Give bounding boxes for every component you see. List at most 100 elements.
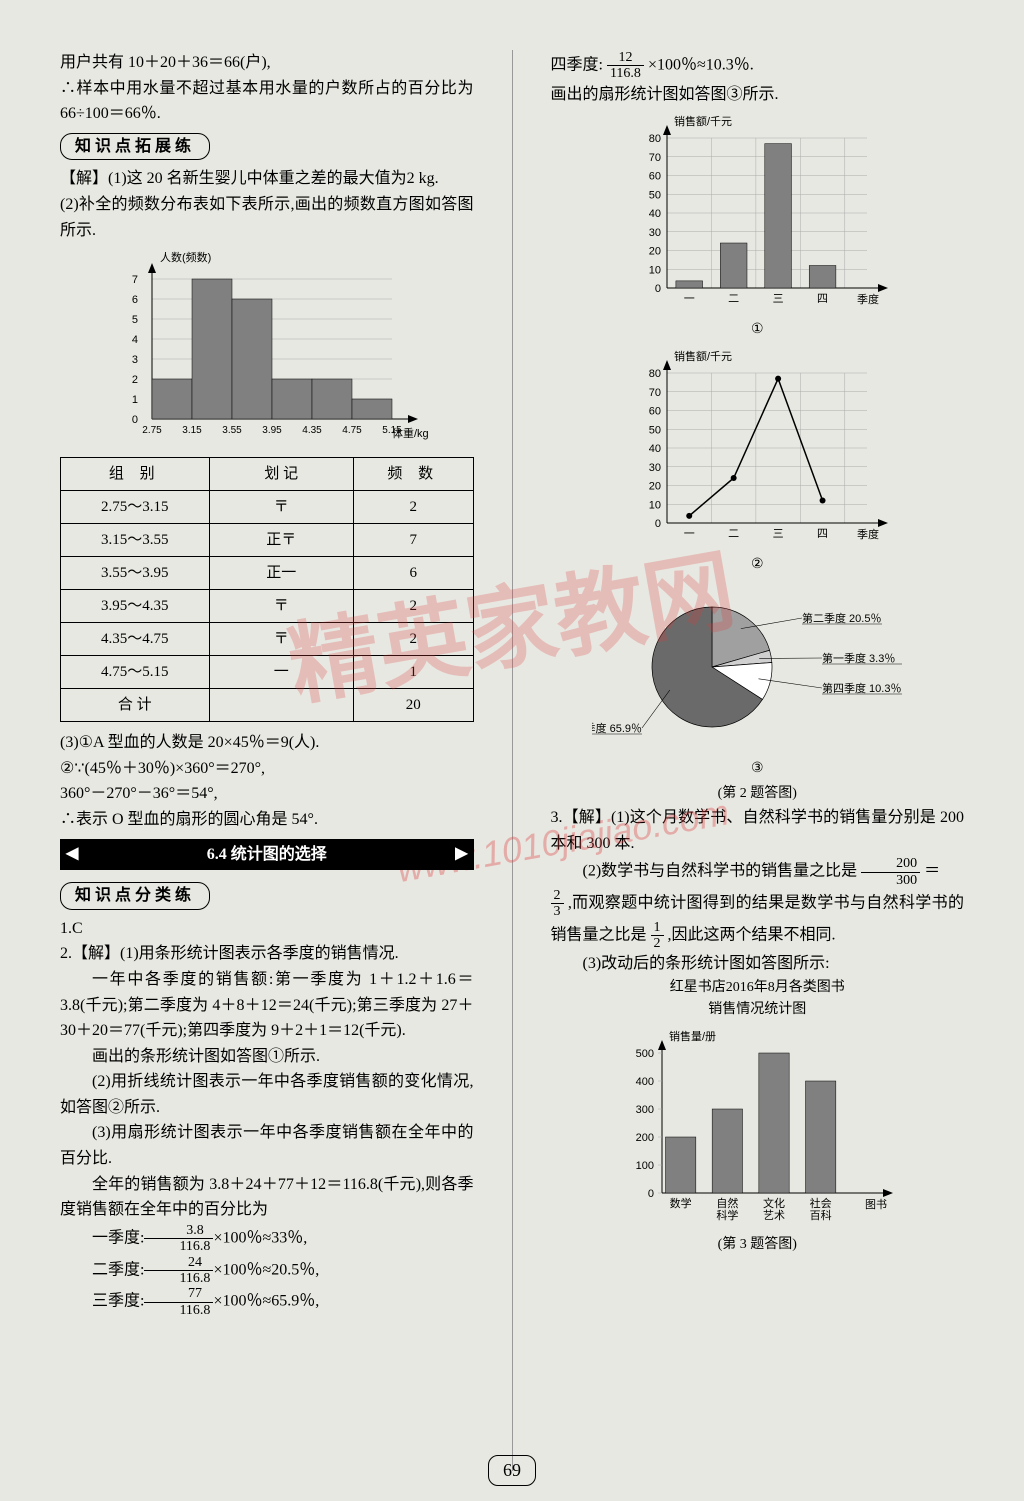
text-line: ∴样本中用水量不超过基本用水量的户数所占的百分比为 66÷100＝66％. <box>60 76 474 127</box>
svg-text:一: 一 <box>684 293 695 305</box>
quarterly-line-chart: 销售额/千元 01020304050607080 一二三四 季度 <box>612 348 902 548</box>
svg-text:1: 1 <box>132 394 138 406</box>
table-cell: 〒 <box>209 590 353 623</box>
svg-text:二: 二 <box>728 528 739 540</box>
svg-text:四: 四 <box>817 293 828 305</box>
table-cell <box>209 689 353 722</box>
svg-text:70: 70 <box>649 387 661 399</box>
svg-text:50: 50 <box>649 190 661 202</box>
svg-text:100: 100 <box>636 1160 654 1172</box>
bookstore-bar-chart: 销售量/册 0100200300400500 数学自然科学文化艺术社会百科 图书 <box>607 1028 907 1228</box>
text-line: 一年中各季度的销售额:第一季度为 1＋1.2＋1.6＝3.8(千元);第二季度为… <box>60 967 474 1044</box>
svg-text:文化: 文化 <box>763 1196 785 1210</box>
svg-text:自然: 自然 <box>717 1196 739 1210</box>
table-cell: 2 <box>353 623 473 656</box>
q3-chart-title: 红星书店2016年8月各类图书 <box>551 977 965 999</box>
text-line: 23 ,而观察题中统计图得到的结果是数学书与自然科学书的销售量之比是 12 ,因… <box>551 888 965 952</box>
table-cell: 7 <box>353 524 473 557</box>
svg-text:400: 400 <box>636 1076 654 1088</box>
table-row: 3.95～4.35〒2 <box>61 590 474 623</box>
chart-caption: ② <box>551 554 965 576</box>
quarterly-pie-chart: 第二季度 20.5％第一季度 3.3％第四季度 10.3％第三季度 65.9％ <box>592 582 922 752</box>
table-cell: 3.55～3.95 <box>61 557 210 590</box>
text-line: (2)补全的频数分布表如下表所示,画出的频数直方图如答图所示. <box>60 192 474 243</box>
table-header: 划 记 <box>209 458 353 491</box>
chart-caption: ① <box>551 319 965 341</box>
svg-text:80: 80 <box>649 133 661 145</box>
svg-text:0: 0 <box>648 1188 654 1200</box>
left-column: 用户共有 10＋20＋36＝66(户), ∴样本中用水量不超过基本用水量的户数所… <box>60 50 474 1471</box>
svg-text:季度: 季度 <box>857 527 879 541</box>
svg-text:0: 0 <box>655 518 661 530</box>
svg-text:60: 60 <box>649 405 661 417</box>
text-line: 2.【解】(1)用条形统计图表示各季度的销售情况. <box>60 941 474 967</box>
text-line: 360°－270°－36°＝54°, <box>60 781 474 807</box>
svg-text:2: 2 <box>132 374 138 386</box>
text-line: 四季度: 12116.8 ×100％≈10.3％. <box>551 50 965 82</box>
table-cell: 4.75～5.15 <box>61 656 210 689</box>
table-row: 3.15～3.55正〒7 <box>61 524 474 557</box>
svg-text:社会: 社会 <box>810 1196 832 1210</box>
histogram-ylabel: 人数(频数) <box>160 250 211 264</box>
svg-text:三: 三 <box>773 293 784 305</box>
svg-text:销售额/千元: 销售额/千元 <box>674 114 732 128</box>
svg-text:4.35: 4.35 <box>302 425 322 436</box>
table-cell: 3.95～4.35 <box>61 590 210 623</box>
svg-text:20: 20 <box>649 480 661 492</box>
text-line: (3)用扇形统计图表示一年中各季度销售额在全年中的百分比. <box>60 1120 474 1171</box>
svg-text:10: 10 <box>649 499 661 511</box>
table-row: 4.75～5.15一1 <box>61 656 474 689</box>
svg-text:数学: 数学 <box>670 1196 692 1210</box>
text-line: 二季度:24116.8×100％≈20.5％, <box>60 1255 474 1287</box>
svg-text:三: 三 <box>773 528 784 540</box>
page-columns: 用户共有 10＋20＋36＝66(户), ∴样本中用水量不超过基本用水量的户数所… <box>60 50 964 1471</box>
svg-text:第三季度 65.9％: 第三季度 65.9％ <box>592 721 642 735</box>
table-header: 组 别 <box>61 458 210 491</box>
svg-text:第一季度 3.3％: 第一季度 3.3％ <box>822 651 895 665</box>
svg-text:3.15: 3.15 <box>182 425 202 436</box>
svg-text:3: 3 <box>132 354 138 366</box>
svg-text:0: 0 <box>132 414 138 426</box>
svg-text:30: 30 <box>649 462 661 474</box>
text-line: (3)改动后的条形统计图如答图所示: <box>551 951 965 977</box>
histogram-chart: 人数(频数) 12345670 2.753.153.553.954.354.75… <box>102 249 432 449</box>
table-row: 4.35～4.75〒2 <box>61 623 474 656</box>
table-cell: 4.35～4.75 <box>61 623 210 656</box>
text-line: 1.C <box>60 916 474 942</box>
table-cell: 3.15～3.55 <box>61 524 210 557</box>
table-row: 3.55～3.95正一6 <box>61 557 474 590</box>
table-cell: 〒 <box>209 623 353 656</box>
chart-caption: ③ <box>551 758 965 780</box>
table-cell: 6 <box>353 557 473 590</box>
table-cell: 〒 <box>209 491 353 524</box>
svg-text:4: 4 <box>132 334 138 346</box>
text-line: 一季度:3.8116.8×100％≈33％, <box>60 1223 474 1255</box>
svg-text:销售量/册: 销售量/册 <box>669 1029 716 1043</box>
svg-text:图书: 图书 <box>865 1198 887 1211</box>
svg-text:40: 40 <box>649 208 661 220</box>
page-number: 69 <box>488 1455 536 1486</box>
table-cell: 2.75～3.15 <box>61 491 210 524</box>
table-cell: 一 <box>209 656 353 689</box>
text-line: ②∵(45％＋30％)×360°＝270°, <box>60 756 474 782</box>
svg-text:二: 二 <box>728 293 739 305</box>
svg-text:0: 0 <box>655 283 661 295</box>
quarterly-bar-chart: 销售额/千元 01020304050607080 一二三四 季度 <box>612 113 902 313</box>
oval-box-1: 知识点拓展练 <box>60 133 210 161</box>
text-line: 三季度:77116.8×100％≈65.9％, <box>60 1286 474 1318</box>
table-cell: 2 <box>353 590 473 623</box>
svg-text:一: 一 <box>684 528 695 540</box>
right-column: 四季度: 12116.8 ×100％≈10.3％. 画出的扇形统计图如答图③所示… <box>551 50 965 1471</box>
svg-text:10: 10 <box>649 265 661 277</box>
svg-text:5: 5 <box>132 314 138 326</box>
svg-text:500: 500 <box>636 1048 654 1060</box>
svg-text:季度: 季度 <box>857 292 879 306</box>
text-line: (2)数学书与自然科学书的销售量之比是 200300 ＝ <box>551 856 965 888</box>
oval-box-2: 知识点分类练 <box>60 882 210 910</box>
svg-text:百科: 百科 <box>810 1208 832 1222</box>
table-cell: 正〒 <box>209 524 353 557</box>
svg-text:60: 60 <box>649 171 661 183</box>
svg-text:40: 40 <box>649 443 661 455</box>
svg-text:200: 200 <box>636 1132 654 1144</box>
text-line: 3.【解】(1)这个月数学书、自然科学书的销售量分别是 200 本和 300 本… <box>551 805 965 856</box>
